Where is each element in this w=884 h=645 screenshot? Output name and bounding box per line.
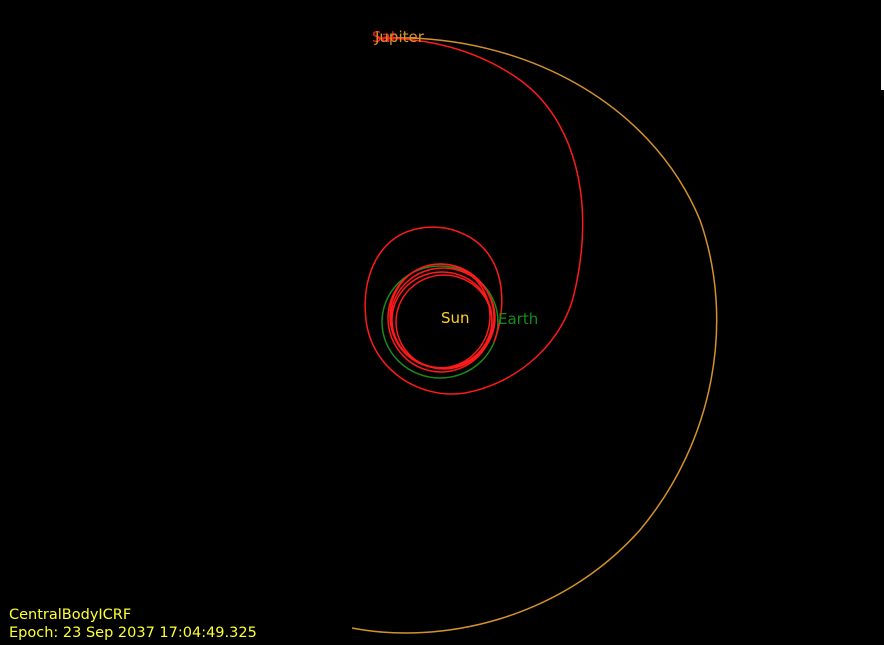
- epoch-label: Epoch: 23 Sep 2037 17:04:49.325: [9, 625, 257, 641]
- earth-label[interactable]: Earth: [498, 310, 538, 328]
- view-info-overlay: CentralBodyICRF Epoch: 23 Sep 2037 17:04…: [9, 606, 257, 642]
- frame-label: CentralBodyICRF: [9, 607, 132, 623]
- jupiter-label[interactable]: Jupiter: [374, 28, 425, 46]
- spacecraft-trajectory: [364, 37, 584, 395]
- trajectory-loop: [389, 263, 491, 369]
- earth-orbit-path: [381, 265, 499, 379]
- trajectory-escape-arc: [377, 37, 584, 291]
- viewport-edge-marker: [881, 0, 884, 90]
- sun-label[interactable]: Sun: [441, 309, 470, 327]
- jupiter-orbit-path: [351, 37, 718, 634]
- trajectory-loop: [364, 226, 576, 395]
- trajectory-loop: [395, 274, 493, 370]
- spacecraft-label[interactable]: Sat: [372, 28, 397, 46]
